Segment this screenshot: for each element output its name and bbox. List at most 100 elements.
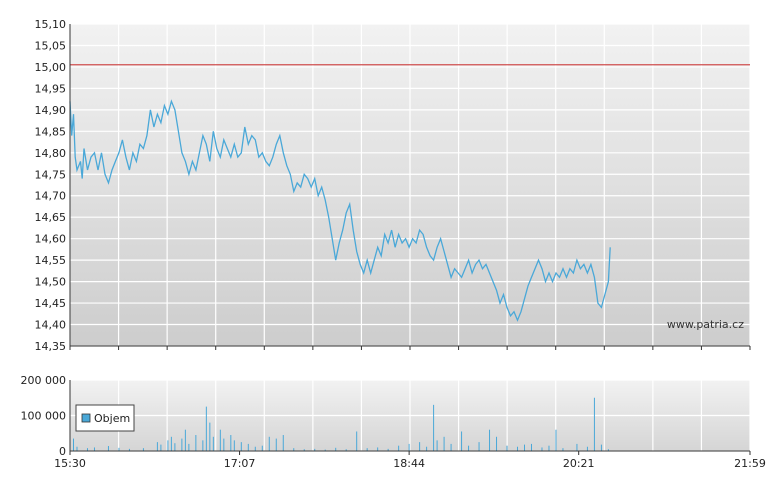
volume-bar — [118, 447, 120, 451]
price-tick-label: 15,00 — [35, 61, 67, 74]
volume-bar — [275, 438, 277, 451]
x-tick-label: 20:21 — [563, 457, 595, 470]
volume-bar — [181, 438, 183, 451]
volume-bar — [517, 446, 519, 451]
volume-bar — [195, 435, 197, 451]
volume-bar — [335, 447, 337, 451]
volume-tick-label: 0 — [59, 445, 66, 458]
volume-bar — [282, 435, 284, 451]
volume-bar — [496, 436, 498, 451]
volume-bar — [233, 440, 235, 451]
volume-bar — [489, 429, 491, 451]
volume-bar — [76, 446, 78, 451]
price-y-axis: 15,10 15,05 15,00 14,95 14,90 14,85 14,80 14,75… — [35, 18, 67, 353]
x-axis-labels: 15:30 17:07 18:44 20:21 21:59 — [54, 451, 766, 470]
volume-bar — [93, 447, 95, 451]
price-grid — [69, 23, 751, 347]
volume-bar — [128, 448, 130, 451]
volume-bar — [443, 436, 445, 451]
volume-bar — [586, 446, 588, 451]
price-tick-label: 14,70 — [35, 190, 67, 203]
volume-bar — [156, 442, 158, 451]
volume-bar — [107, 446, 109, 451]
volume-bar — [314, 448, 316, 451]
price-tick-label: 14,90 — [35, 104, 67, 117]
price-tick-label: 14,85 — [35, 125, 67, 138]
volume-bar — [254, 446, 256, 451]
volume-bar — [450, 443, 452, 451]
volume-y-axis: 200 000 100 000 0 — [21, 374, 67, 458]
volume-bar — [607, 449, 609, 451]
price-tick-label: 14,65 — [35, 211, 67, 224]
volume-bar — [209, 422, 211, 451]
volume-bar — [160, 444, 162, 451]
price-tick-label: 14,50 — [35, 276, 67, 289]
volume-bar — [433, 404, 435, 451]
x-tick-label: 15:30 — [54, 457, 86, 470]
volume-bar — [230, 435, 232, 451]
volume-bar — [324, 449, 326, 451]
volume-bar — [184, 429, 186, 451]
volume-bar — [436, 440, 438, 451]
volume-bar — [223, 438, 225, 451]
volume-bar — [240, 442, 242, 451]
volume-bar — [377, 447, 379, 451]
volume-bar — [188, 443, 190, 451]
price-tick-label: 15,05 — [35, 39, 67, 52]
volume-bar — [219, 429, 221, 451]
price-tick-label: 14,80 — [35, 147, 67, 160]
price-tick-label: 14,60 — [35, 233, 67, 246]
volume-bar — [408, 443, 410, 451]
volume-bar — [541, 447, 543, 451]
price-tick-label: 14,35 — [35, 340, 67, 353]
price-tick-label: 14,95 — [35, 82, 67, 95]
volume-bar — [576, 443, 578, 451]
volume-bar — [461, 431, 463, 451]
price-tick-label: 14,55 — [35, 254, 67, 267]
volume-legend: Objem — [75, 404, 135, 432]
volume-bar — [593, 397, 595, 451]
x-tick-label: 17:07 — [224, 457, 256, 470]
volume-tick-label: 100 000 — [21, 410, 67, 423]
volume-bar — [247, 443, 249, 451]
price-tick-label: 15,10 — [35, 18, 67, 31]
volume-bar — [387, 448, 389, 451]
volume-bar — [530, 443, 532, 451]
volume-bar — [86, 448, 88, 451]
volume-tick-label: 200 000 — [21, 374, 67, 387]
volume-bar — [398, 445, 400, 451]
price-series-line — [69, 99, 611, 322]
volume-bar — [548, 445, 550, 451]
volume-bar — [600, 444, 602, 451]
volume-bar — [468, 445, 470, 451]
price-tick-label: 14,45 — [35, 297, 67, 310]
volume-bar — [366, 448, 368, 451]
volume-bar — [170, 436, 172, 451]
x-tick-label: 18:44 — [393, 457, 425, 470]
volume-bar — [174, 443, 176, 451]
volume-bar — [419, 442, 421, 451]
volume-bar — [506, 445, 508, 451]
volume-bar — [345, 449, 347, 451]
volume-bar — [523, 444, 525, 451]
price-tick-label: 14,40 — [35, 319, 67, 332]
volume-bar — [562, 448, 564, 451]
volume-bar — [478, 442, 480, 451]
volume-bar — [268, 436, 270, 451]
volume-bar — [356, 431, 358, 451]
legend-swatch-icon — [81, 413, 91, 423]
x-tick-label: 21:59 — [734, 457, 766, 470]
volume-bar — [293, 448, 295, 451]
volume-bar — [426, 446, 428, 451]
legend-label: Objem — [94, 412, 130, 425]
volume-bar — [202, 440, 204, 451]
volume-bar — [555, 429, 557, 451]
volume-bar — [72, 438, 74, 451]
volume-bar — [212, 436, 214, 451]
price-x-ticks — [69, 346, 751, 350]
volume-bar — [303, 449, 305, 451]
volume-bar — [261, 445, 263, 451]
volume-bar — [167, 440, 169, 451]
volume-bars — [72, 397, 609, 451]
